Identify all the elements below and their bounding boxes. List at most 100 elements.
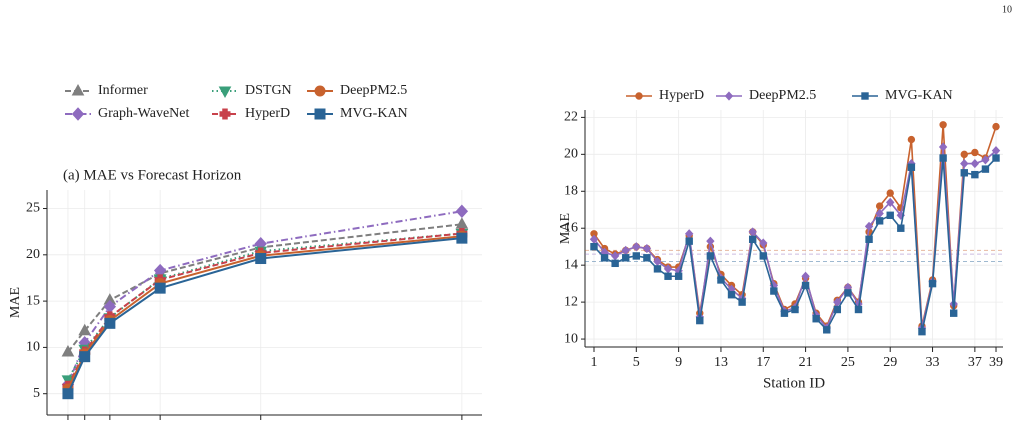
marker <box>674 272 683 280</box>
marker <box>992 122 1000 131</box>
marker <box>865 235 873 244</box>
marker <box>219 108 231 120</box>
x-tick-label: 13 <box>714 355 728 370</box>
marker <box>791 305 799 314</box>
marker <box>864 221 874 231</box>
marker <box>886 197 895 207</box>
marker <box>717 276 725 284</box>
series-line <box>67 237 462 395</box>
marker <box>738 298 746 306</box>
marker <box>875 217 884 225</box>
marker <box>801 271 810 281</box>
legend-label: DeepPM2.5 <box>340 83 407 98</box>
x-tick-label: 39 <box>989 355 1003 370</box>
marker <box>685 237 693 245</box>
marker <box>960 150 968 159</box>
legend-label: MVG-KAN <box>885 88 953 103</box>
marker <box>643 254 651 262</box>
legend-label: Informer <box>98 83 148 98</box>
y-tick-label: 10 <box>564 331 578 346</box>
marker <box>960 158 969 169</box>
marker <box>971 170 979 179</box>
marker <box>635 92 643 100</box>
marker <box>823 326 831 334</box>
marker <box>314 108 326 120</box>
marker <box>748 235 757 244</box>
y-tick-label: 5 <box>33 386 40 401</box>
marker <box>801 281 810 290</box>
marker <box>590 242 598 251</box>
x-tick-label: 29 <box>883 355 897 370</box>
legend-label: HyperD <box>245 106 290 121</box>
marker <box>759 238 768 248</box>
marker <box>981 155 990 165</box>
marker <box>724 91 734 101</box>
marker <box>653 265 662 273</box>
marker <box>960 169 968 177</box>
marker <box>992 154 1000 162</box>
marker <box>696 316 704 325</box>
marker <box>632 252 641 260</box>
marker <box>812 315 820 323</box>
x-tick-label: 1 <box>590 355 597 370</box>
y-axis-label: MAE <box>558 213 573 244</box>
marker <box>938 142 948 152</box>
y-tick-label: 10 <box>26 340 40 355</box>
legend-label: HyperD <box>659 88 704 103</box>
marker <box>664 272 672 280</box>
marker <box>154 282 166 294</box>
y-tick-label: 20 <box>26 247 40 262</box>
series-line <box>593 124 997 328</box>
marker <box>939 154 947 162</box>
marker <box>455 217 469 229</box>
marker <box>79 351 91 363</box>
marker <box>780 309 789 317</box>
marker <box>861 92 869 100</box>
marker <box>918 327 926 336</box>
marker <box>706 236 715 246</box>
marker <box>886 189 894 197</box>
marker <box>970 158 980 169</box>
marker <box>104 317 116 329</box>
marker <box>971 148 979 157</box>
marker <box>218 86 232 99</box>
legend-label: DSTGN <box>245 83 292 98</box>
x-tick-label: 17 <box>756 355 770 370</box>
marker <box>939 121 947 129</box>
page-number: 10 <box>1002 4 1012 15</box>
y-tick-label: 12 <box>564 294 578 309</box>
y-axis-label: MAE <box>8 287 23 318</box>
marker <box>600 254 609 262</box>
marker <box>61 344 75 357</box>
marker <box>897 224 905 232</box>
marker <box>907 163 916 171</box>
marker <box>949 309 958 317</box>
marker <box>706 252 715 260</box>
y-tick-label: 16 <box>564 220 578 235</box>
marker <box>456 232 468 244</box>
marker <box>632 242 641 252</box>
marker <box>255 253 267 265</box>
marker <box>886 211 894 219</box>
marker <box>928 279 937 288</box>
marker <box>71 83 85 96</box>
x-tick-label: 33 <box>926 355 940 370</box>
marker <box>981 165 990 173</box>
chart-title: (a) MAE vs Forecast Horizon <box>63 167 242 183</box>
y-tick-label: 15 <box>26 293 40 308</box>
y-tick-label: 25 <box>26 201 40 216</box>
marker <box>844 289 852 297</box>
marker <box>854 305 863 314</box>
marker <box>71 107 85 121</box>
y-tick-label: 22 <box>564 110 578 125</box>
x-tick-label: 5 <box>633 355 640 370</box>
legend-label: DeepPM2.5 <box>749 88 816 103</box>
y-tick-label: 18 <box>564 183 578 198</box>
marker <box>611 259 619 268</box>
marker <box>62 388 74 400</box>
legend-label: MVG-KAN <box>340 106 408 121</box>
marker <box>622 254 630 262</box>
marker <box>759 252 767 260</box>
